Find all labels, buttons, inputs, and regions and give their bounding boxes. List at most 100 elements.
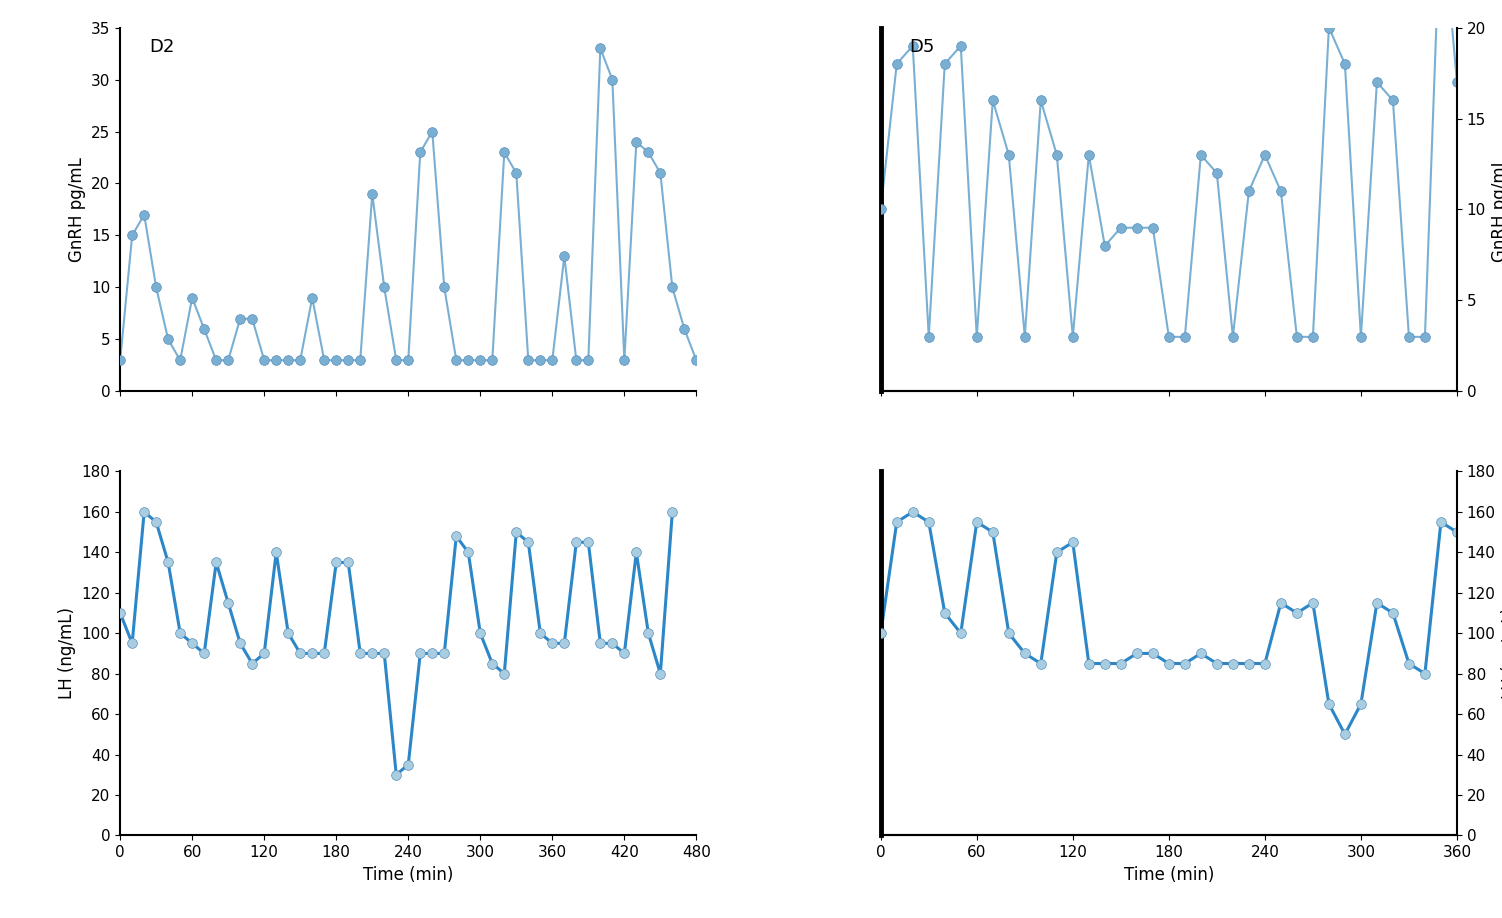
Point bbox=[1413, 330, 1437, 344]
Point bbox=[1284, 606, 1308, 621]
Point bbox=[252, 646, 276, 661]
Point bbox=[577, 535, 601, 550]
Point bbox=[529, 626, 553, 641]
Point bbox=[577, 353, 601, 367]
Point bbox=[1221, 656, 1245, 671]
Text: D2: D2 bbox=[149, 39, 174, 56]
Point bbox=[336, 555, 360, 570]
Point bbox=[1012, 646, 1036, 661]
Y-axis label: GnRH pg/mL: GnRH pg/mL bbox=[1491, 157, 1502, 262]
Point bbox=[433, 280, 457, 295]
Point bbox=[1269, 184, 1293, 198]
Point bbox=[613, 353, 637, 367]
Point bbox=[372, 280, 397, 295]
Point bbox=[324, 555, 348, 570]
Point bbox=[1060, 535, 1084, 550]
Point bbox=[997, 626, 1021, 641]
Point bbox=[180, 636, 204, 651]
Point bbox=[1284, 330, 1308, 344]
Point bbox=[1045, 545, 1069, 560]
Point bbox=[120, 636, 144, 651]
Point bbox=[204, 353, 228, 367]
Point bbox=[421, 646, 445, 661]
Point bbox=[348, 646, 372, 661]
Point bbox=[625, 545, 649, 560]
Point bbox=[276, 353, 300, 367]
Point bbox=[1029, 656, 1053, 671]
Point bbox=[661, 280, 685, 295]
Point bbox=[228, 636, 252, 651]
Point bbox=[673, 321, 697, 336]
Point bbox=[885, 515, 909, 530]
Point bbox=[916, 515, 940, 530]
Point bbox=[240, 311, 264, 326]
Point bbox=[1190, 148, 1214, 162]
Point bbox=[981, 93, 1005, 107]
Point bbox=[1012, 330, 1036, 344]
Point bbox=[589, 636, 613, 651]
Point bbox=[613, 646, 637, 661]
Point bbox=[1397, 330, 1421, 344]
Point bbox=[1269, 596, 1293, 610]
Point bbox=[1413, 666, 1437, 681]
Point bbox=[288, 646, 312, 661]
Point bbox=[1301, 330, 1325, 344]
Point bbox=[949, 626, 973, 641]
Point bbox=[168, 626, 192, 641]
Point bbox=[324, 353, 348, 367]
Point bbox=[649, 666, 673, 681]
Point bbox=[385, 353, 409, 367]
Point bbox=[1380, 93, 1404, 107]
Point bbox=[1108, 656, 1133, 671]
Point bbox=[1093, 656, 1117, 671]
Point bbox=[493, 666, 517, 681]
Point bbox=[565, 353, 589, 367]
Point bbox=[1173, 656, 1197, 671]
Point bbox=[469, 353, 493, 367]
Point bbox=[132, 505, 156, 520]
Point bbox=[589, 41, 613, 56]
Y-axis label: GnRH pg/mL: GnRH pg/mL bbox=[68, 157, 86, 262]
Point bbox=[481, 353, 505, 367]
Point bbox=[1205, 656, 1229, 671]
Point bbox=[868, 626, 892, 641]
Point bbox=[1253, 148, 1277, 162]
Point bbox=[901, 39, 925, 53]
Point bbox=[300, 646, 324, 661]
Point bbox=[336, 353, 360, 367]
Point bbox=[541, 353, 565, 367]
Point bbox=[964, 515, 988, 530]
Point bbox=[1301, 596, 1325, 610]
Point bbox=[1253, 656, 1277, 671]
Point bbox=[1157, 656, 1181, 671]
Point bbox=[180, 290, 204, 305]
Point bbox=[1108, 220, 1133, 235]
Point bbox=[1349, 697, 1373, 711]
Point bbox=[481, 656, 505, 671]
Point bbox=[1125, 646, 1149, 661]
Point bbox=[529, 353, 553, 367]
Point bbox=[360, 646, 385, 661]
Point bbox=[997, 148, 1021, 162]
Point bbox=[421, 124, 445, 139]
Point bbox=[445, 353, 469, 367]
Point bbox=[916, 330, 940, 344]
Point bbox=[625, 135, 649, 150]
Point bbox=[1077, 656, 1101, 671]
Point bbox=[885, 57, 909, 72]
X-axis label: Time (min): Time (min) bbox=[363, 866, 454, 884]
Point bbox=[661, 505, 685, 520]
Point bbox=[637, 626, 661, 641]
Point bbox=[685, 353, 709, 367]
Point bbox=[1236, 656, 1260, 671]
Point bbox=[1205, 166, 1229, 181]
Point bbox=[933, 57, 957, 72]
Point bbox=[397, 757, 421, 772]
Point bbox=[108, 606, 132, 621]
Point bbox=[1317, 697, 1341, 711]
Point bbox=[288, 353, 312, 367]
Point bbox=[108, 353, 132, 367]
Point bbox=[120, 229, 144, 243]
Point bbox=[397, 353, 421, 367]
Point bbox=[144, 280, 168, 295]
